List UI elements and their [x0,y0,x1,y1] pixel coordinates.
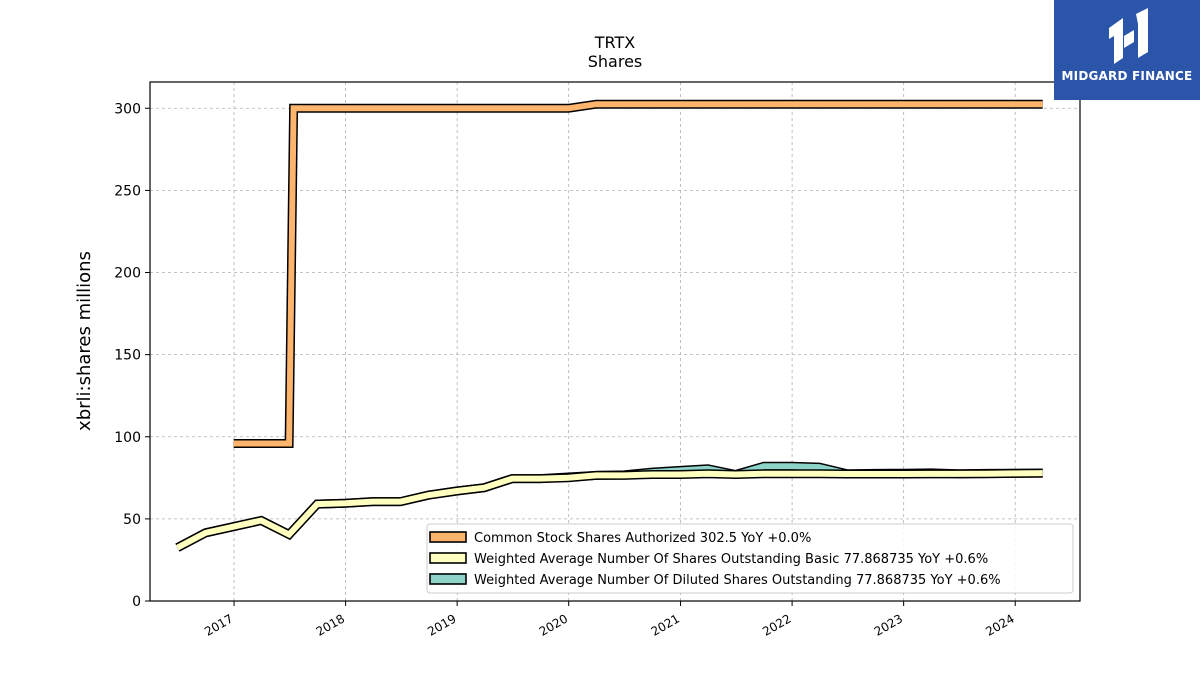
x-tick-label: 2023 [872,611,905,638]
x-tick-label: 2017 [202,611,235,638]
legend-entry-2: Weighted Average Number Of Diluted Share… [474,573,1001,588]
y-tick-label: 300 [114,101,141,117]
series-outline-0 [233,99,1043,448]
legend-swatch-1 [429,552,467,564]
legend-entry-1: Weighted Average Number Of Shares Outsta… [474,552,988,567]
chart-subtitle: Shares [588,52,643,71]
y-tick-label: 150 [114,348,141,364]
x-tick-label: 2024 [983,611,1016,638]
plot-frame [149,81,1081,602]
legend-box [426,523,1074,594]
x-tick-label: 2019 [425,611,458,638]
y-tick-label: 0 [132,594,141,610]
logo-text: MIDGARD FINANCE [1061,69,1193,83]
y-tick-label: 250 [114,183,141,199]
y-tick-label: 100 [114,430,141,446]
x-tick-label: 2021 [649,611,682,638]
series-line-1 [176,470,1043,551]
legend-swatch-0 [429,531,467,543]
y-tick-label: 50 [123,512,141,528]
logo-mark-icon [1109,8,1148,64]
x-tick-label: 2018 [314,611,347,638]
y-axis: 0 50 100 150 200 250 300 [114,101,150,610]
midgard-finance-logo: MIDGARD FINANCE [1054,0,1200,100]
series-line-0 [233,101,1043,447]
legend-swatch-2 [429,573,467,585]
legend-entry-0: Common Stock Shares Authorized 302.5 YoY… [474,531,811,546]
x-axis: 2017 2018 2019 2020 2021 2022 2023 2024 [202,601,1017,639]
x-tick-label: 2022 [760,611,793,638]
x-tick-label: 2020 [537,611,570,638]
y-axis-label: xbrli:shares millions [74,251,95,431]
y-tick-label: 200 [114,266,141,282]
chart-title: TRTX [594,33,636,52]
series-layer [175,99,1043,552]
legend: Common Stock Shares Authorized 302.5 YoY… [426,523,1074,594]
